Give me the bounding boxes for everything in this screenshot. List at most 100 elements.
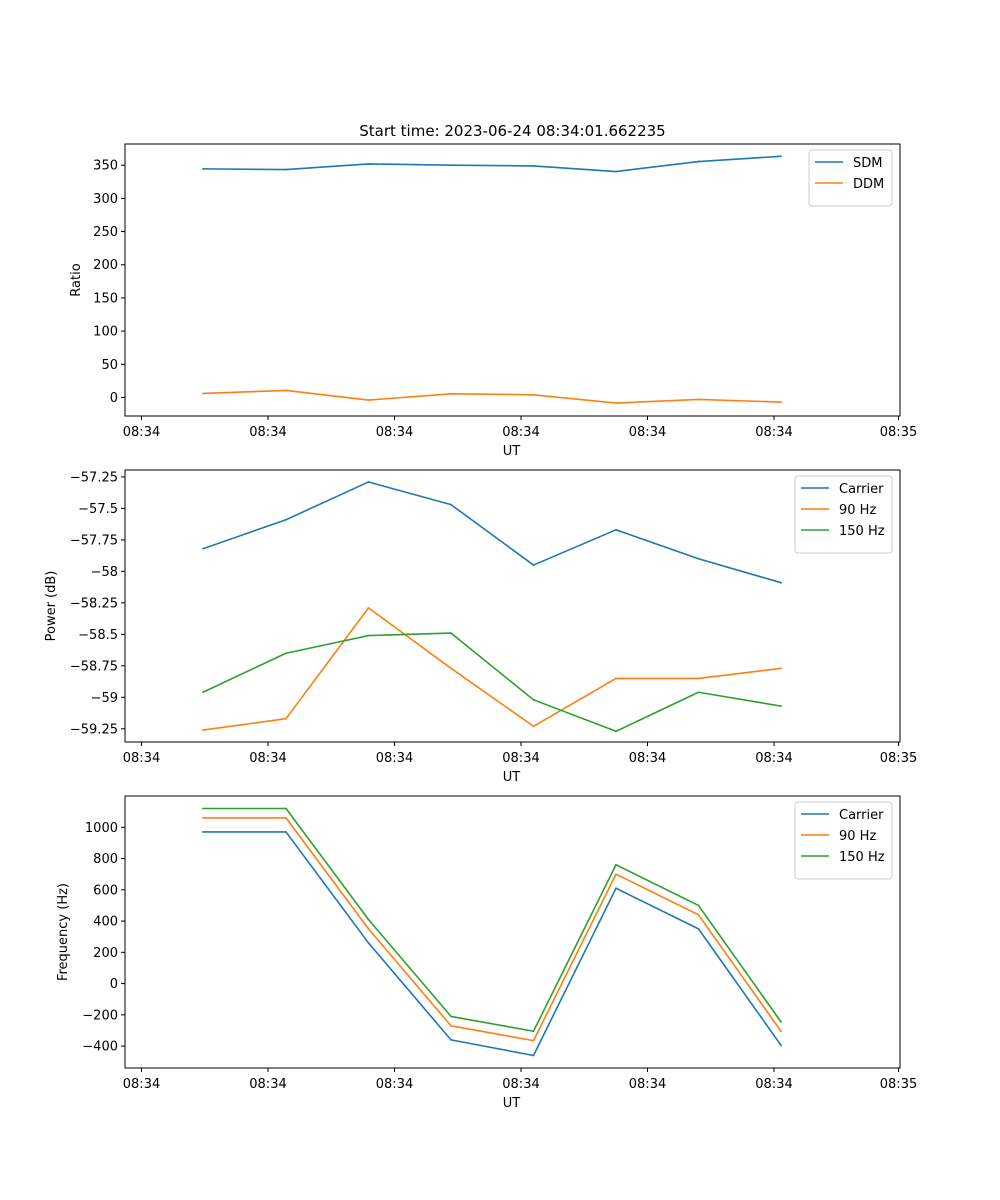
data-point — [285, 816, 287, 819]
y-tick-label: −59 — [91, 691, 118, 706]
series-90-hz — [202, 606, 782, 731]
data-point — [532, 164, 535, 167]
series-sdm — [202, 155, 782, 173]
y-tick-label: −400 — [82, 1040, 118, 1055]
data-point — [780, 1044, 782, 1047]
series-line — [203, 807, 782, 1033]
legend: Carrier 90 Hz 150 Hz — [794, 801, 893, 880]
x-tick-label: 08:34 — [502, 751, 539, 766]
data-point — [367, 634, 370, 637]
x-tick-label: 08:35 — [880, 425, 917, 440]
y-tick-label: 200 — [93, 258, 118, 273]
data-point — [367, 606, 370, 609]
series-150-hz — [202, 632, 782, 733]
panel-1: 0 50 100 150 200 250 300 350 08:34 08:34 08:34 08:3… — [69, 143, 917, 459]
data-point — [285, 168, 287, 171]
y-tick-label: −57.25 — [70, 470, 118, 485]
series-carrier — [202, 831, 782, 1057]
data-point — [780, 581, 782, 584]
legend-box — [808, 149, 893, 207]
data-point — [450, 1024, 452, 1027]
y-axis-label: Frequency (Hz) — [56, 883, 71, 981]
data-point — [450, 667, 452, 670]
series-90-hz — [202, 816, 782, 1042]
x-axis-label: UT — [503, 1096, 521, 1111]
y-tick-label: 300 — [93, 192, 118, 207]
x-tick-label: 08:34 — [376, 1077, 413, 1092]
data-point — [697, 691, 700, 694]
data-point — [285, 717, 287, 720]
x-tick-label: 08:34 — [376, 425, 413, 440]
legend-label: 90 Hz — [839, 503, 876, 518]
x-tick-label: 08:34 — [376, 751, 413, 766]
data-point — [450, 392, 452, 395]
x-tick-label: 08:34 — [249, 1077, 286, 1092]
data-point — [202, 816, 204, 819]
y-tick-label: 0 — [110, 977, 118, 992]
data-point — [202, 691, 204, 694]
data-point — [532, 1054, 535, 1057]
data-point — [615, 887, 617, 890]
data-point — [367, 918, 370, 921]
legend-box — [794, 801, 893, 880]
data-point — [367, 481, 370, 483]
data-point — [532, 564, 535, 566]
data-point — [532, 393, 535, 396]
data-point — [697, 677, 700, 680]
data-point — [780, 401, 782, 403]
series-line — [202, 389, 782, 404]
y-tick-label: −200 — [82, 1008, 118, 1023]
data-point — [450, 1038, 452, 1041]
y-tick-label: 100 — [93, 325, 118, 340]
figure-title: Start time: 2023-06-24 08:34:01.662235 — [359, 122, 665, 140]
data-point — [697, 927, 700, 930]
y-tick-label: −59.25 — [70, 722, 118, 737]
series-line — [202, 632, 782, 733]
x-tick-label: 08:34 — [755, 751, 792, 766]
axes-frame — [124, 469, 901, 743]
data-point — [697, 557, 700, 560]
x-tick-label: 08:34 — [249, 425, 286, 440]
panel-2: −59.25 −59 −58.75 −58.5 −58.25 −58 −57.75 −57.5… — [44, 469, 917, 785]
x-tick-label: 08:34 — [502, 1077, 539, 1092]
legend-box — [794, 475, 893, 554]
axes-frame — [124, 795, 901, 1069]
legend-label: 150 Hz — [839, 850, 885, 865]
y-tick-label: 0 — [110, 391, 118, 406]
data-point — [780, 705, 782, 708]
series-line — [203, 831, 782, 1057]
y-tick-label: 1000 — [85, 821, 118, 836]
data-point — [615, 677, 617, 680]
data-point — [285, 518, 287, 521]
data-point — [367, 927, 370, 930]
data-point — [697, 913, 700, 916]
x-tick-label: 08:34 — [123, 1077, 160, 1092]
series-ddm — [202, 389, 782, 404]
x-tick-label: 08:34 — [123, 751, 160, 766]
data-point — [532, 698, 535, 701]
legend: Carrier 90 Hz 150 Hz — [794, 475, 893, 554]
series-150-hz — [202, 807, 782, 1033]
x-axis-label: UT — [503, 444, 521, 459]
x-tick-label: 08:34 — [502, 425, 539, 440]
data-point — [450, 164, 452, 167]
data-point — [202, 729, 204, 731]
x-tick-label: 08:34 — [629, 1077, 666, 1092]
x-tick-label: 08:34 — [755, 425, 792, 440]
x-tick-label: 08:34 — [629, 425, 666, 440]
data-point — [285, 807, 287, 810]
legend-label: 150 Hz — [839, 524, 885, 539]
data-point — [367, 399, 370, 401]
data-point — [450, 1015, 452, 1018]
x-tick-label: 08:35 — [880, 1077, 917, 1092]
y-tick-label: −58.5 — [78, 628, 118, 643]
legend-label: 90 Hz — [839, 829, 876, 844]
series-line — [202, 481, 782, 584]
x-tick-label: 08:35 — [880, 751, 917, 766]
series-carrier — [202, 481, 782, 584]
data-point — [202, 167, 204, 170]
panel-3: −400 −200 0 200 400 600 800 1000 08:34 08:34 08:34… — [56, 795, 917, 1111]
data-point — [697, 160, 700, 163]
y-tick-label: −58 — [91, 565, 118, 580]
